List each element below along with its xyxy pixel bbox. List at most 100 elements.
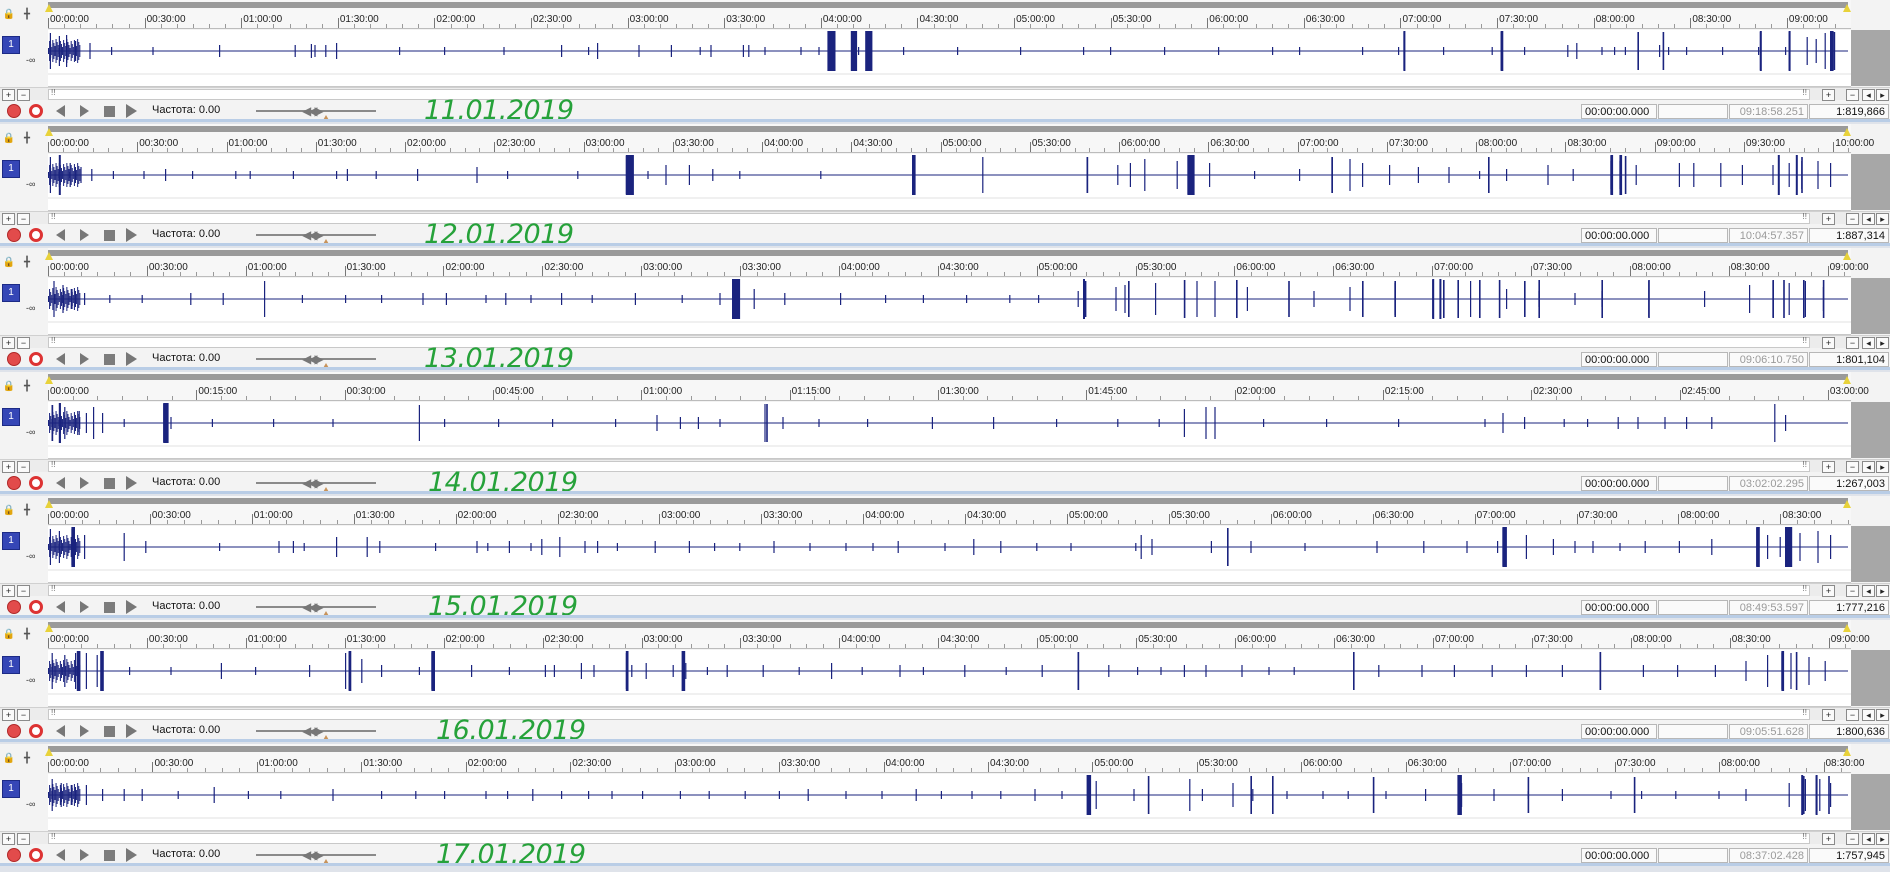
play-button[interactable] <box>126 228 137 242</box>
zoom-in-right-button[interactable]: + <box>1822 337 1835 349</box>
scroll-thumb[interactable]: !! !! <box>48 212 1810 224</box>
horizontal-scrollbar[interactable]: + − !! !! + − ◂ ▸ <box>0 211 1890 225</box>
record-button[interactable] <box>7 600 21 614</box>
speed-slider[interactable] <box>256 606 376 608</box>
scroll-right-button[interactable]: ▸ <box>1876 337 1889 349</box>
scroll-left-button[interactable]: ◂ <box>1862 833 1875 845</box>
track-number-badge[interactable]: 1 <box>2 656 20 674</box>
stop-button[interactable] <box>104 106 115 117</box>
go-to-end-button[interactable] <box>80 353 89 365</box>
go-to-start-button[interactable] <box>56 725 65 737</box>
zoom-ratio-field[interactable]: 1:801,104 <box>1809 352 1889 367</box>
scroll-right-button[interactable]: ▸ <box>1876 709 1889 721</box>
zoom-out-left-button[interactable]: − <box>17 709 30 721</box>
speed-slider-knob[interactable]: ◀◀▶ <box>302 848 324 862</box>
go-to-end-button[interactable] <box>80 477 89 489</box>
zoom-out-right-button[interactable]: − <box>1846 337 1859 349</box>
go-to-start-button[interactable] <box>56 477 65 489</box>
zoom-ratio-field[interactable]: 1:777,216 <box>1809 600 1889 615</box>
record-button[interactable] <box>7 228 21 242</box>
waveform-view[interactable] <box>48 774 1851 831</box>
zoom-ratio-field[interactable]: 1:887,314 <box>1809 228 1889 243</box>
track-number-badge[interactable]: 1 <box>2 532 20 550</box>
play-button[interactable] <box>126 352 137 366</box>
scroll-thumb[interactable]: !! !! <box>48 336 1810 348</box>
scroll-right-button[interactable]: ▸ <box>1876 461 1889 473</box>
loop-region-bar[interactable] <box>48 374 1848 380</box>
selection-length-field[interactable] <box>1658 600 1728 615</box>
end-time-field[interactable]: 09:05:51.628 <box>1729 724 1808 739</box>
record-loop-button[interactable] <box>29 104 43 118</box>
play-button[interactable] <box>126 104 137 118</box>
stop-button[interactable] <box>104 354 115 365</box>
speed-slider[interactable] <box>256 358 376 360</box>
zoom-in-right-button[interactable]: + <box>1822 833 1835 845</box>
scroll-left-button[interactable]: ◂ <box>1862 585 1875 597</box>
waveform-view[interactable] <box>48 30 1851 87</box>
speed-slider-knob[interactable]: ◀◀▶ <box>302 228 324 242</box>
go-to-end-button[interactable] <box>80 105 89 117</box>
selection-length-field[interactable] <box>1658 228 1728 243</box>
end-time-field[interactable]: 09:18:58.251 <box>1729 104 1808 119</box>
loop-end-marker[interactable] <box>1843 376 1851 384</box>
stop-button[interactable] <box>104 478 115 489</box>
selection-length-field[interactable] <box>1658 352 1728 367</box>
zoom-in-left-button[interactable]: + <box>2 213 15 225</box>
loop-region-bar[interactable] <box>48 622 1848 628</box>
zoom-in-left-button[interactable]: + <box>2 337 15 349</box>
zoom-out-right-button[interactable]: − <box>1846 461 1859 473</box>
go-to-start-button[interactable] <box>56 105 65 117</box>
record-button[interactable] <box>7 104 21 118</box>
loop-start-marker[interactable] <box>45 128 53 136</box>
start-time-field[interactable]: 00:00:00.000 <box>1581 848 1657 863</box>
zoom-out-right-button[interactable]: − <box>1846 833 1859 845</box>
loop-end-marker[interactable] <box>1843 748 1851 756</box>
zoom-in-right-button[interactable]: + <box>1822 461 1835 473</box>
go-to-start-button[interactable] <box>56 601 65 613</box>
lock-icon[interactable]: 🔒 <box>2 753 16 764</box>
go-to-end-button[interactable] <box>80 725 89 737</box>
pin-icon[interactable]: ╋ <box>23 257 31 268</box>
horizontal-scrollbar[interactable]: + − !! !! + − ◂ ▸ <box>0 459 1890 473</box>
end-time-field[interactable]: 08:37:02.428 <box>1729 848 1808 863</box>
scroll-right-button[interactable]: ▸ <box>1876 585 1889 597</box>
lock-icon[interactable]: 🔒 <box>2 133 16 144</box>
pin-icon[interactable]: ╋ <box>23 9 31 20</box>
zoom-in-right-button[interactable]: + <box>1822 89 1835 101</box>
loop-start-marker[interactable] <box>45 748 53 756</box>
time-ruler[interactable]: 00:00:00 00:30:00 01:00:00 01:30:00 02:00:00… <box>45 124 1874 153</box>
scroll-thumb[interactable]: !! !! <box>48 584 1810 596</box>
speed-slider[interactable] <box>256 730 376 732</box>
track-number-badge[interactable]: 1 <box>2 284 20 302</box>
loop-end-marker[interactable] <box>1843 624 1851 632</box>
zoom-out-left-button[interactable]: − <box>17 337 30 349</box>
horizontal-scrollbar[interactable]: + − !! !! + − ◂ ▸ <box>0 831 1890 845</box>
stop-button[interactable] <box>104 602 115 613</box>
zoom-in-left-button[interactable]: + <box>2 461 15 473</box>
record-loop-button[interactable] <box>29 848 43 862</box>
play-button[interactable] <box>126 600 137 614</box>
zoom-ratio-field[interactable]: 1:757,945 <box>1809 848 1889 863</box>
zoom-in-left-button[interactable]: + <box>2 833 15 845</box>
waveform-view[interactable] <box>48 526 1851 583</box>
selection-length-field[interactable] <box>1658 848 1728 863</box>
scroll-thumb[interactable]: !! !! <box>48 460 1810 472</box>
record-button[interactable] <box>7 724 21 738</box>
go-to-start-button[interactable] <box>56 229 65 241</box>
record-button[interactable] <box>7 848 21 862</box>
zoom-out-right-button[interactable]: − <box>1846 89 1859 101</box>
time-ruler[interactable]: 00:00:00 00:30:00 01:00:00 01:30:00 02:00:00… <box>45 496 1851 525</box>
loop-region-bar[interactable] <box>48 746 1848 752</box>
stop-button[interactable] <box>104 850 115 861</box>
time-ruler[interactable]: 00:00:00 00:15:00 00:30:00 00:45:00 01:00:00… <box>45 372 1869 401</box>
time-ruler[interactable]: 00:00:00 00:30:00 01:00:00 01:30:00 02:00:00… <box>45 744 1864 773</box>
horizontal-scrollbar[interactable]: + − !! !! + − ◂ ▸ <box>0 583 1890 597</box>
horizontal-scrollbar[interactable]: + − !! !! + − ◂ ▸ <box>0 335 1890 349</box>
loop-region-bar[interactable] <box>48 498 1848 504</box>
loop-region-bar[interactable] <box>48 250 1848 256</box>
track-number-badge[interactable]: 1 <box>2 780 20 798</box>
end-time-field[interactable]: 03:02:02.295 <box>1729 476 1808 491</box>
loop-start-marker[interactable] <box>45 376 53 384</box>
zoom-in-left-button[interactable]: + <box>2 585 15 597</box>
loop-start-marker[interactable] <box>45 4 53 12</box>
